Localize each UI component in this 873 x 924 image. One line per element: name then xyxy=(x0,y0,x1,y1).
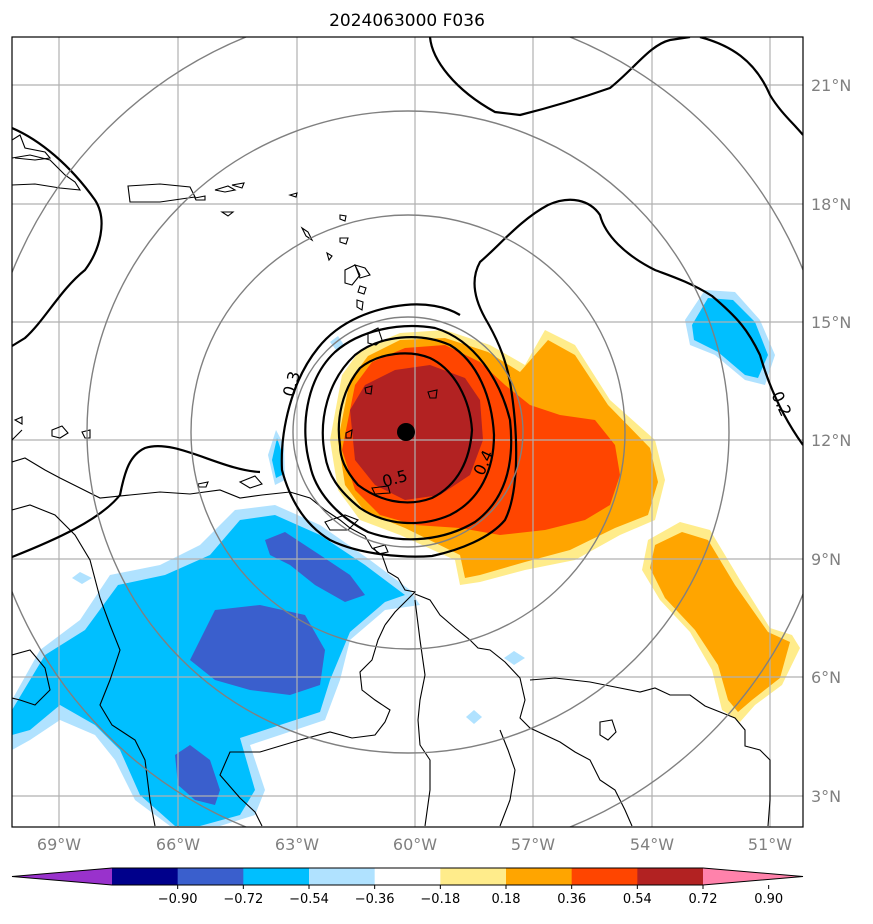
lon-label: 69°W xyxy=(37,835,81,854)
positive-anomaly-fill xyxy=(330,330,800,722)
map-title: 2024063000 F036 xyxy=(329,11,485,31)
colorbar-tick-label: 0.72 xyxy=(689,892,718,907)
colorbar: −0.90 −0.72 −0.54 −0.36 −0.18 0.18 0.36 0.54 0.7… xyxy=(11,867,804,907)
storm-center-marker xyxy=(397,423,415,441)
lon-label: 57°W xyxy=(511,835,555,854)
colorbar-min-extension xyxy=(12,868,112,885)
colorbar-segment xyxy=(112,868,179,885)
colorbar-tick-label: 0.54 xyxy=(623,892,652,907)
lon-label: 51°W xyxy=(748,835,792,854)
lon-label: 63°W xyxy=(275,835,319,854)
lon-label: 60°W xyxy=(393,835,437,854)
lat-label: 12°N xyxy=(811,431,851,450)
colorbar-tick-label: 0.90 xyxy=(754,892,783,907)
colorbar-outline xyxy=(11,867,804,886)
colorbar-segment xyxy=(309,868,376,885)
lat-label: 18°N xyxy=(811,195,851,214)
map-frame xyxy=(11,36,804,828)
colorbar-tick-label: 0.18 xyxy=(492,892,521,907)
longitude-labels: 69°W 66°W 63°W 60°W 57°W 54°W 51°W xyxy=(37,835,792,854)
range-rings xyxy=(12,37,803,827)
colorbar-tick-label: −0.90 xyxy=(158,892,198,907)
coastlines xyxy=(12,134,771,827)
lon-label: 54°W xyxy=(630,835,674,854)
colorbar-tick-label: −0.72 xyxy=(223,892,263,907)
lat-label: 15°N xyxy=(811,313,851,332)
lat-label: 9°N xyxy=(811,550,841,569)
latitude-labels: 21°N 18°N 15°N 12°N 9°N 6°N 3°N xyxy=(811,76,851,806)
contour-lines xyxy=(12,37,803,559)
colorbar-segment xyxy=(374,868,441,885)
colorbar-tick-label: −0.36 xyxy=(355,892,395,907)
colorbar-segment xyxy=(506,868,573,885)
map-area: 0.3 0.5 0.4 0.2 xyxy=(12,37,803,827)
graticule xyxy=(12,37,803,827)
colorbar-max-extension xyxy=(703,868,803,885)
negative-anomaly-fill xyxy=(12,290,775,826)
colorbar-segment xyxy=(571,868,638,885)
colorbar-tick-label: −0.18 xyxy=(420,892,460,907)
lon-label: 66°W xyxy=(156,835,200,854)
colorbar-tick-label: 0.36 xyxy=(557,892,586,907)
lat-label: 3°N xyxy=(811,787,841,806)
colorbar-segment xyxy=(177,868,244,885)
colorbar-segment xyxy=(440,868,507,885)
lat-label: 6°N xyxy=(811,668,841,687)
colorbar-tick-label: −0.54 xyxy=(289,892,329,907)
colorbar-segment xyxy=(637,868,704,885)
colorbar-segment xyxy=(243,868,310,885)
lat-label: 21°N xyxy=(811,76,851,95)
